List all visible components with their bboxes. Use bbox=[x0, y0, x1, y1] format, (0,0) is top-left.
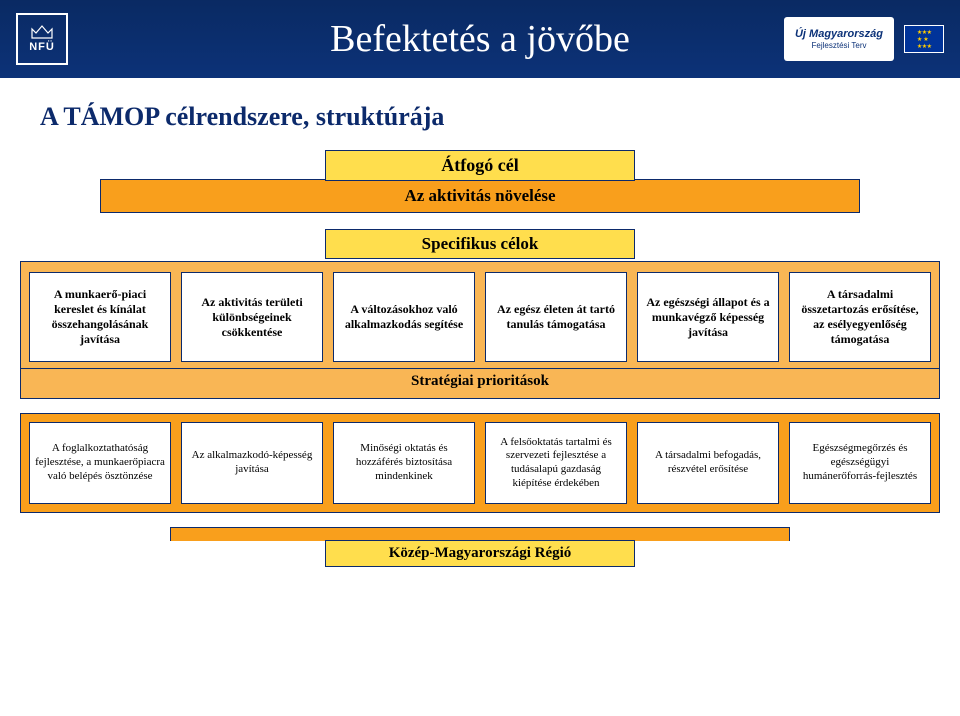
header-right: Új Magyarország Fejlesztési Terv ★ ★ ★★ … bbox=[784, 17, 944, 61]
priority-box: Egészségmegőrzés és egészségügyi humáner… bbox=[789, 422, 931, 504]
priorities-block: A foglalkoztathatóság fejlesztése, a mun… bbox=[10, 413, 950, 513]
specific-goals-label: Specifikus célok bbox=[325, 229, 635, 259]
header-slogan: Befektetés a jövőbe bbox=[330, 17, 630, 61]
spec-box: Az aktivitás területi különbségeinek csö… bbox=[181, 272, 323, 362]
spec-box: Az egészségi állapot és a munkavégző kép… bbox=[637, 272, 779, 362]
kmr-label: Közép-Magyarországi Régió bbox=[325, 540, 635, 567]
spec-box: Az egész életen át tartó tanulás támogat… bbox=[485, 272, 627, 362]
nfu-label: NFÜ bbox=[29, 41, 55, 53]
priority-box: A foglalkoztathatóság fejlesztése, a mun… bbox=[29, 422, 171, 504]
overarching-goal-block: Átfogó cél Az aktivitás növelése Specifi… bbox=[10, 150, 950, 259]
slide-body: A TÁMOP célrendszere, struktúrája Átfogó… bbox=[0, 78, 960, 577]
spec-box: A változásokhoz való alkalmazkodás segít… bbox=[333, 272, 475, 362]
page-title: A TÁMOP célrendszere, struktúrája bbox=[10, 102, 950, 132]
kmr-band bbox=[170, 527, 790, 541]
overarching-goal-label: Átfogó cél bbox=[325, 150, 635, 181]
spec-box: A munkaerő-piaci kereslet és kínálat öss… bbox=[29, 272, 171, 362]
specific-goals-row: A munkaerő-piaci kereslet és kínálat öss… bbox=[20, 261, 940, 369]
kmr-block: Közép-Magyarországi Régió bbox=[10, 527, 950, 567]
header: NFÜ Befektetés a jövőbe Új Magyarország … bbox=[0, 0, 960, 78]
umft-bottom: Fejlesztési Terv bbox=[812, 42, 867, 50]
umft-logo: Új Magyarország Fejlesztési Terv bbox=[784, 17, 894, 61]
spec-box: A társadalmi összetartozás erősítése, az… bbox=[789, 272, 931, 362]
strategic-priorities-label: Stratégiai prioritások bbox=[20, 369, 940, 399]
specific-goals-block: A munkaerő-piaci kereslet és kínálat öss… bbox=[10, 261, 950, 399]
eu-flag-icon: ★ ★ ★★ ★★ ★ ★ bbox=[904, 25, 944, 53]
umft-top: Új Magyarország bbox=[795, 29, 883, 40]
priorities-row: A foglalkoztathatóság fejlesztése, a mun… bbox=[20, 413, 940, 513]
nfu-logo: NFÜ bbox=[16, 13, 68, 65]
priority-box: Az alkalmazkodó-képesség javítása bbox=[181, 422, 323, 504]
priority-box: A felsőoktatás tartalmi és szervezeti fe… bbox=[485, 422, 627, 504]
nfu-crown-icon bbox=[31, 25, 53, 39]
priority-box: Minőségi oktatás és hozzáférés biztosítá… bbox=[333, 422, 475, 504]
priority-box: A társadalmi befogadás, részvétel erősít… bbox=[637, 422, 779, 504]
overarching-goal-text: Az aktivitás növelése bbox=[100, 179, 860, 213]
